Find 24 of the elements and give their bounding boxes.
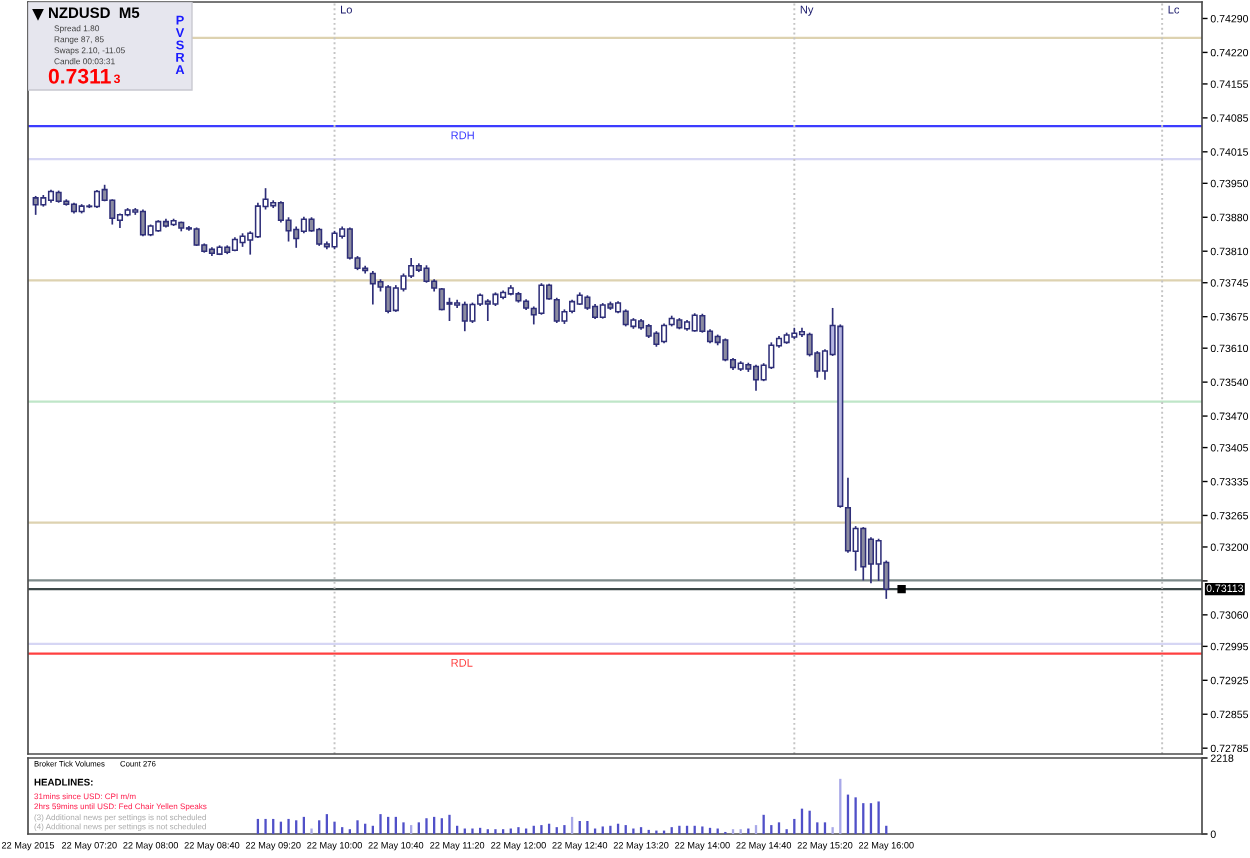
candlestick [277,200,284,224]
candlestick [293,225,300,249]
candlestick [553,296,560,324]
candlestick [860,526,867,582]
candlestick [139,208,147,238]
candlestick [867,536,875,585]
candlestick [461,300,468,333]
candlestick [193,226,200,247]
candlestick [691,312,698,333]
candlestick [699,312,706,334]
candlestick [32,195,39,216]
candlestick [446,296,453,322]
candlestick [369,270,376,306]
candlestick [844,476,852,554]
candlestick [346,226,353,261]
candlestick [254,201,261,239]
candlestick [484,298,491,322]
candlestick [331,230,338,251]
annotation: 0.7311 [48,68,111,84]
candlestick [660,322,668,345]
candlestick [752,363,760,392]
candlestick [538,282,545,316]
candlestick [469,301,476,324]
candlestick [385,284,392,315]
